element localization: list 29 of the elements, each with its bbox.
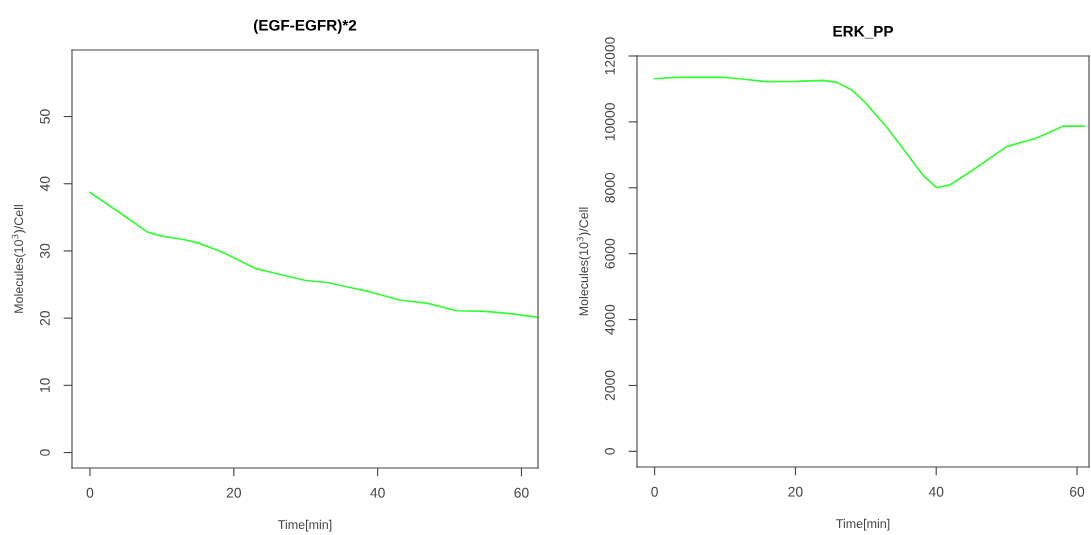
y-tick-label: 0 <box>39 449 50 456</box>
x-axis-title: Time[min] <box>836 518 890 531</box>
x-tick-label: 20 <box>788 486 803 497</box>
y-tick-label: 4000 <box>604 304 615 335</box>
chart-title: ERK_PP <box>833 26 894 39</box>
x-tick-label: 20 <box>226 487 241 498</box>
x-tick-label: 60 <box>514 487 529 498</box>
x-tick-label: 0 <box>86 487 94 498</box>
y-tick-label: 10 <box>39 378 50 393</box>
x-tick-label: 60 <box>1070 486 1085 497</box>
y-tick-label: 50 <box>39 109 50 124</box>
x-tick-label: 40 <box>370 487 385 498</box>
y-tick-label: 6000 <box>604 238 615 269</box>
line-series <box>653 76 1085 189</box>
y-tick-label: 30 <box>39 243 50 259</box>
y-tick-label: 10000 <box>604 103 615 141</box>
y-axis-title: Molecules(10$^{3}$)/Cell <box>11 205 26 313</box>
chart-title: (EGF-EGFR)*2 <box>253 19 357 34</box>
y-tick-label: 2000 <box>604 370 615 401</box>
y-tick-label: 20 <box>39 310 50 326</box>
line-series <box>89 191 538 319</box>
y-tick-label: 12000 <box>604 37 615 75</box>
y-tick-label: 40 <box>39 176 50 192</box>
x-tick-label: 40 <box>928 486 944 497</box>
x-tick-label: 0 <box>651 486 658 497</box>
y-axis-title: Molecules(10$^{3}$)/Cell <box>576 207 591 316</box>
x-axis-title: Time[min] <box>278 519 332 532</box>
y-tick-label: 0 <box>604 448 615 455</box>
y-tick-label: 8000 <box>604 172 615 203</box>
